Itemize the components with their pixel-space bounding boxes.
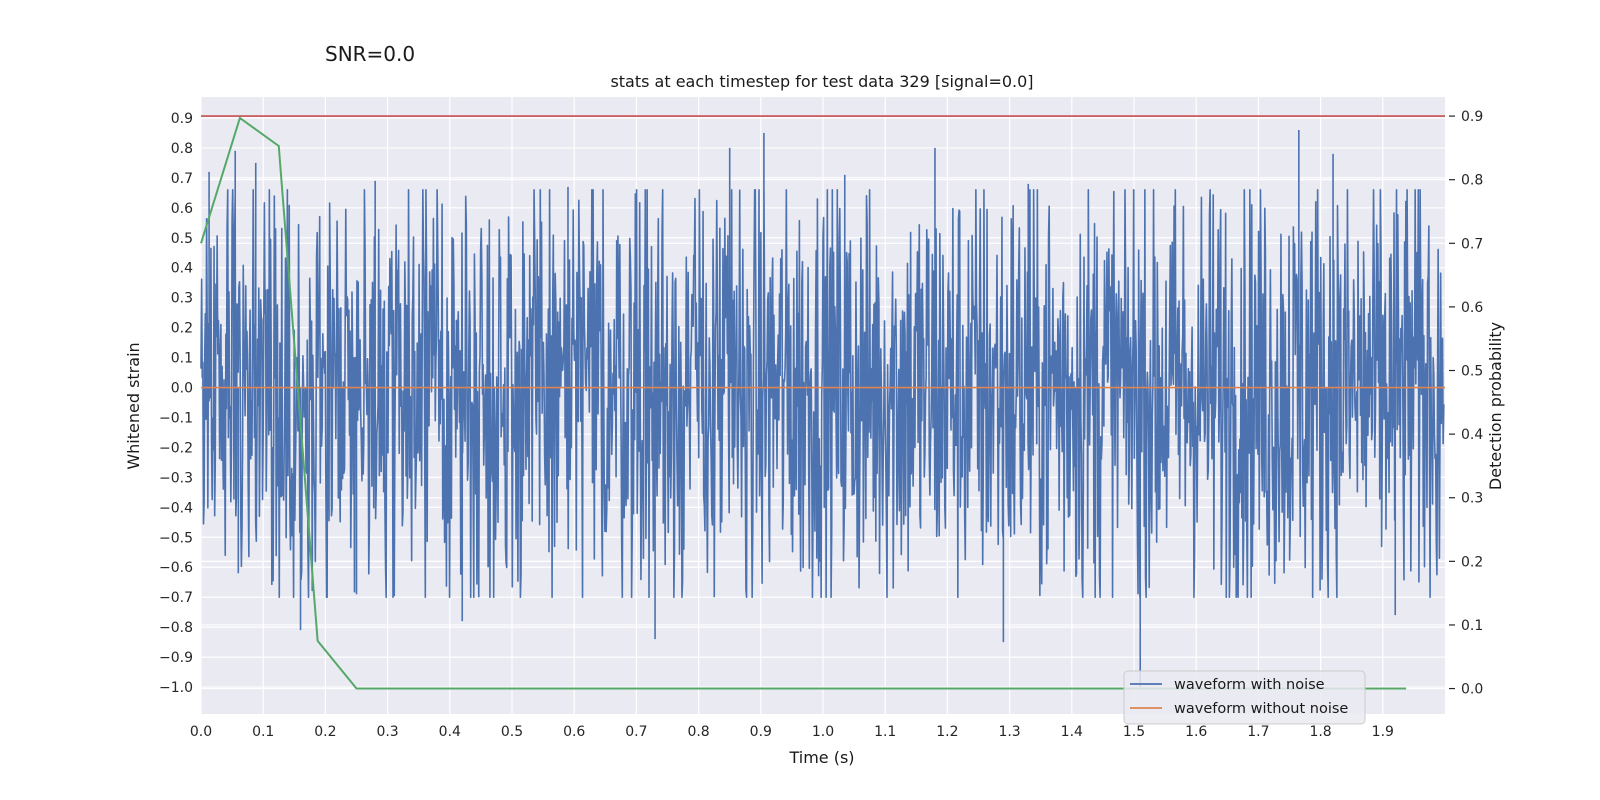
y-tick-label: −0.8 [159, 620, 193, 636]
y-tick-label: −0.7 [159, 590, 193, 606]
y-tick-label: −0.9 [159, 650, 193, 666]
legend: waveform with noise waveform without noi… [1123, 670, 1366, 725]
x-tick-label: 1.8 [1309, 724, 1331, 740]
series-waveform-with-noise [200, 129, 1445, 688]
y2-axis-ticks: 0.9 0.8 0.7 0.6 0.5 0.4 0.3 0.2 0.1 0.0 [1449, 109, 1483, 698]
x-tick-label: 1.4 [1061, 724, 1083, 740]
y-tick-label: 0.4 [171, 261, 193, 277]
x-tick-label: 0.2 [314, 724, 336, 740]
x-tick-label: 1.6 [1185, 724, 1207, 740]
y-tick-label: 0.9 [171, 111, 193, 127]
x-tick-label: 1.7 [1247, 724, 1269, 740]
y2-axis-label: Detection probability [1486, 322, 1505, 490]
y2-tick-label: 0.1 [1461, 618, 1483, 634]
y-tick-label: −0.2 [159, 440, 193, 456]
y2-tick-label: 0.0 [1461, 682, 1483, 698]
x-tick-label: 0.6 [563, 724, 585, 740]
y-axis-label: Whitened strain [124, 342, 143, 469]
x-tick-label: 0.4 [439, 724, 461, 740]
y-tick-label: −0.6 [159, 560, 193, 576]
y2-tick-label: 0.7 [1461, 236, 1483, 252]
y-tick-label: −0.1 [159, 410, 193, 426]
snr-label: SNR=0.0 [325, 42, 415, 66]
x-tick-label: 1.9 [1372, 724, 1394, 740]
y2-tick-label: 0.3 [1461, 491, 1483, 507]
y-tick-label: 0.5 [171, 231, 193, 247]
y-tick-label: −0.4 [159, 500, 193, 516]
y-tick-label: 0.6 [171, 201, 193, 217]
x-tick-label: 1.0 [812, 724, 834, 740]
y-tick-label: 0.1 [171, 351, 193, 367]
x-tick-label: 0.3 [376, 724, 398, 740]
x-tick-label: 0.0 [190, 724, 212, 740]
y2-tick-label: 0.8 [1461, 173, 1483, 189]
legend-entry-noise: waveform with noise [1174, 677, 1325, 693]
y-tick-label: −0.3 [159, 470, 193, 486]
x-axis-ticks: 0.0 0.1 0.2 0.3 0.4 0.5 0.6 0.7 0.8 0.9 1.0 1.1 1.2 1… [190, 724, 1394, 740]
legend-entry-clean: waveform without noise [1174, 701, 1348, 717]
x-tick-label: 0.1 [252, 724, 274, 740]
y-axis-ticks: 0.9 0.8 0.7 0.6 0.5 0.4 0.3 0.2 0.1 0.0 −0.1 −0.2 −0… [159, 111, 193, 696]
x-tick-label: 0.5 [501, 724, 523, 740]
y-tick-label: −0.5 [159, 530, 193, 546]
x-tick-label: 1.5 [1123, 724, 1145, 740]
y-tick-label: −1.0 [159, 680, 193, 696]
y2-tick-label: 0.4 [1461, 427, 1483, 443]
y2-tick-label: 0.5 [1461, 364, 1483, 380]
chart-title: stats at each timestep for test data 329… [610, 72, 1033, 91]
y-tick-label: 0.7 [171, 171, 193, 187]
y2-tick-label: 0.6 [1461, 300, 1483, 316]
x-tick-label: 1.1 [874, 724, 896, 740]
y-tick-label: 0.3 [171, 291, 193, 307]
y-tick-label: 0.8 [171, 141, 193, 157]
y2-tick-label: 0.2 [1461, 554, 1483, 570]
x-axis-label: Time (s) [788, 748, 854, 767]
x-tick-label: 1.3 [998, 724, 1020, 740]
x-tick-label: 0.7 [625, 724, 647, 740]
y2-tick-label: 0.9 [1461, 109, 1483, 125]
x-tick-label: 0.9 [750, 724, 772, 740]
x-tick-label: 0.8 [687, 724, 709, 740]
x-tick-label: 1.2 [936, 724, 958, 740]
legend-box [1123, 670, 1366, 725]
y-tick-label: 0.0 [171, 381, 193, 397]
y-tick-label: 0.2 [171, 321, 193, 337]
